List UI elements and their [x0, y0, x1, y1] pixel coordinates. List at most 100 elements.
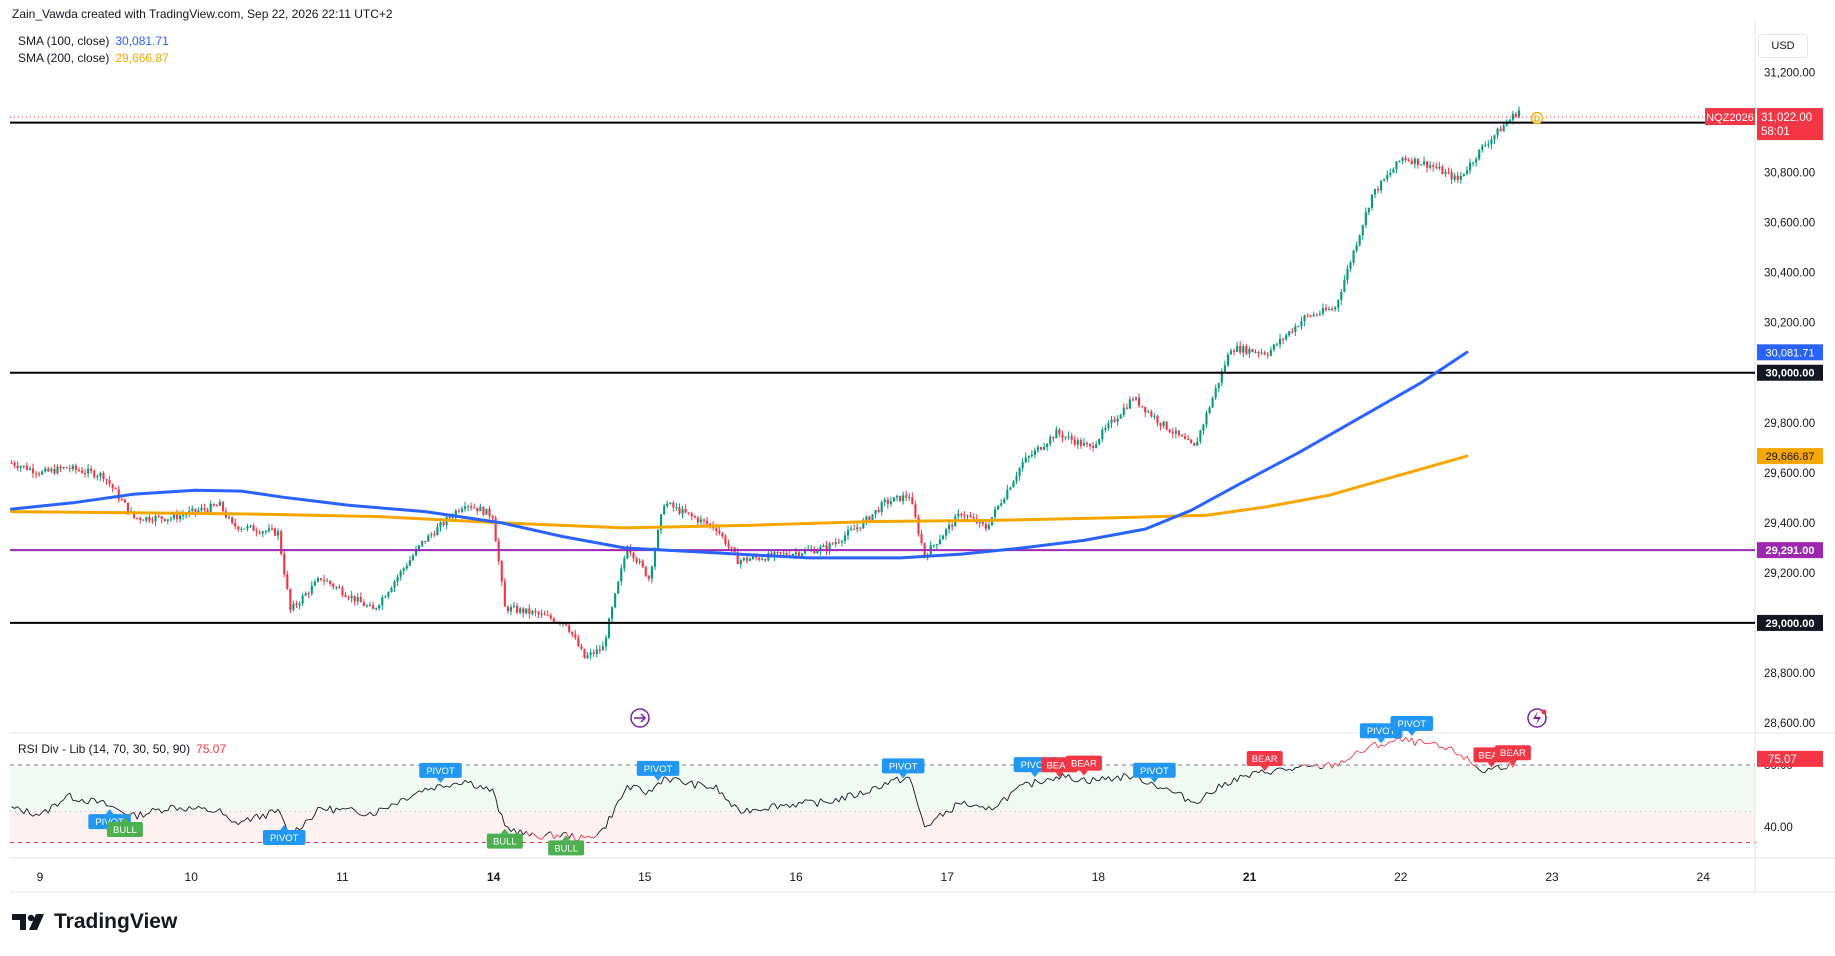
candle-body	[470, 506, 472, 507]
candle-body	[311, 586, 313, 594]
rsi-line-segment	[955, 803, 958, 804]
candle-body	[541, 614, 543, 615]
candle-body	[102, 473, 104, 479]
candle-body	[1107, 423, 1109, 428]
candle-body	[1074, 440, 1076, 445]
candle-body	[694, 516, 696, 517]
candle-body	[1328, 309, 1330, 310]
candle-body	[1190, 440, 1192, 443]
candle-body	[969, 516, 971, 518]
candle-body	[439, 522, 441, 527]
candle-body	[1496, 129, 1498, 136]
candle-body	[1000, 503, 1002, 505]
candle-body	[433, 534, 435, 535]
candle-body	[53, 469, 55, 474]
candle-body	[1083, 443, 1085, 446]
tradingview-logo[interactable]: TradingView	[12, 910, 177, 934]
candle-body	[259, 532, 261, 533]
candle-body	[308, 593, 310, 594]
rsi-line-segment	[349, 808, 352, 809]
candle-body	[642, 561, 644, 567]
candle-body	[347, 597, 349, 598]
candle-body	[1322, 308, 1324, 313]
candle-body	[191, 509, 193, 511]
rsi-axis-label: 40.00	[1764, 822, 1793, 834]
candle-body	[963, 516, 965, 517]
candle-body	[1025, 458, 1027, 463]
candle-body	[1144, 407, 1146, 412]
sma200-legend[interactable]: SMA (200, close)29,666.87	[18, 51, 169, 65]
candle-body	[1227, 355, 1229, 366]
candle-body	[1098, 439, 1100, 444]
y-tick-label: 30,800.00	[1764, 168, 1815, 180]
candle-body	[179, 516, 181, 520]
currency-button[interactable]: USD	[1758, 34, 1808, 58]
candle-body	[639, 561, 641, 562]
candle-body	[1150, 412, 1152, 417]
candle-body	[1242, 346, 1244, 352]
x-tick-label: 10	[185, 870, 199, 884]
candle-body	[1132, 399, 1134, 400]
candle-body	[1478, 150, 1480, 160]
candle-body	[1205, 413, 1207, 425]
candle-body	[1086, 443, 1088, 444]
candle-body	[69, 468, 71, 469]
candle-body	[939, 540, 941, 545]
candle-body	[951, 525, 953, 527]
candle-body	[1058, 430, 1060, 435]
candle-body	[354, 596, 356, 602]
candle-body	[1460, 176, 1462, 180]
sma200-value: 29,666.87	[115, 51, 168, 65]
candle-body	[590, 652, 592, 655]
candle-body	[1303, 316, 1305, 322]
candle-body	[727, 544, 729, 546]
candle-body	[718, 531, 720, 533]
candle-body	[1457, 176, 1459, 180]
candle-body	[1475, 159, 1477, 162]
candle-body	[50, 469, 52, 471]
candle-body	[1429, 165, 1431, 167]
candle-body	[1420, 164, 1422, 165]
x-tick-label: 16	[789, 870, 803, 884]
candle-body	[298, 603, 300, 605]
sma100-legend[interactable]: SMA (100, close)30,081.71	[18, 34, 169, 48]
candle-body	[547, 615, 549, 616]
candle-body	[442, 522, 444, 525]
candle-body	[1411, 161, 1413, 164]
candle-body	[920, 534, 922, 543]
candle-body	[1080, 440, 1082, 446]
candle-body	[1454, 176, 1456, 180]
candle-body	[605, 638, 607, 646]
candle-body	[1071, 436, 1073, 440]
candle-body	[681, 509, 683, 514]
candle-body	[1052, 437, 1054, 438]
candle-body	[593, 652, 595, 654]
candle-body	[1340, 292, 1342, 300]
candle-body	[985, 524, 987, 529]
candle-body	[1346, 269, 1348, 280]
candle-body	[1426, 161, 1428, 167]
candle-body	[136, 518, 138, 519]
candle-body	[231, 517, 233, 523]
candle-body	[473, 508, 475, 509]
candle-body	[1135, 397, 1137, 399]
candle-body	[1310, 316, 1312, 317]
candle-body	[99, 473, 101, 476]
rsi-line-segment	[1277, 768, 1280, 769]
candle-body	[338, 587, 340, 588]
candle-body	[1368, 208, 1370, 212]
candle-body	[764, 559, 766, 560]
candle-body	[1285, 335, 1287, 339]
candle-body	[571, 632, 573, 635]
candle-body	[761, 559, 763, 560]
candle-body	[504, 581, 506, 606]
rsi-legend[interactable]: RSI Div - Lib (14, 70, 30, 50, 90)75.07	[18, 742, 226, 756]
candle-body	[1383, 179, 1385, 181]
candle-body	[1334, 307, 1336, 309]
candle-body	[387, 592, 389, 597]
candle-body	[752, 556, 754, 558]
candle-body	[654, 549, 656, 567]
candle-body	[945, 529, 947, 535]
candle-body	[1104, 428, 1106, 430]
